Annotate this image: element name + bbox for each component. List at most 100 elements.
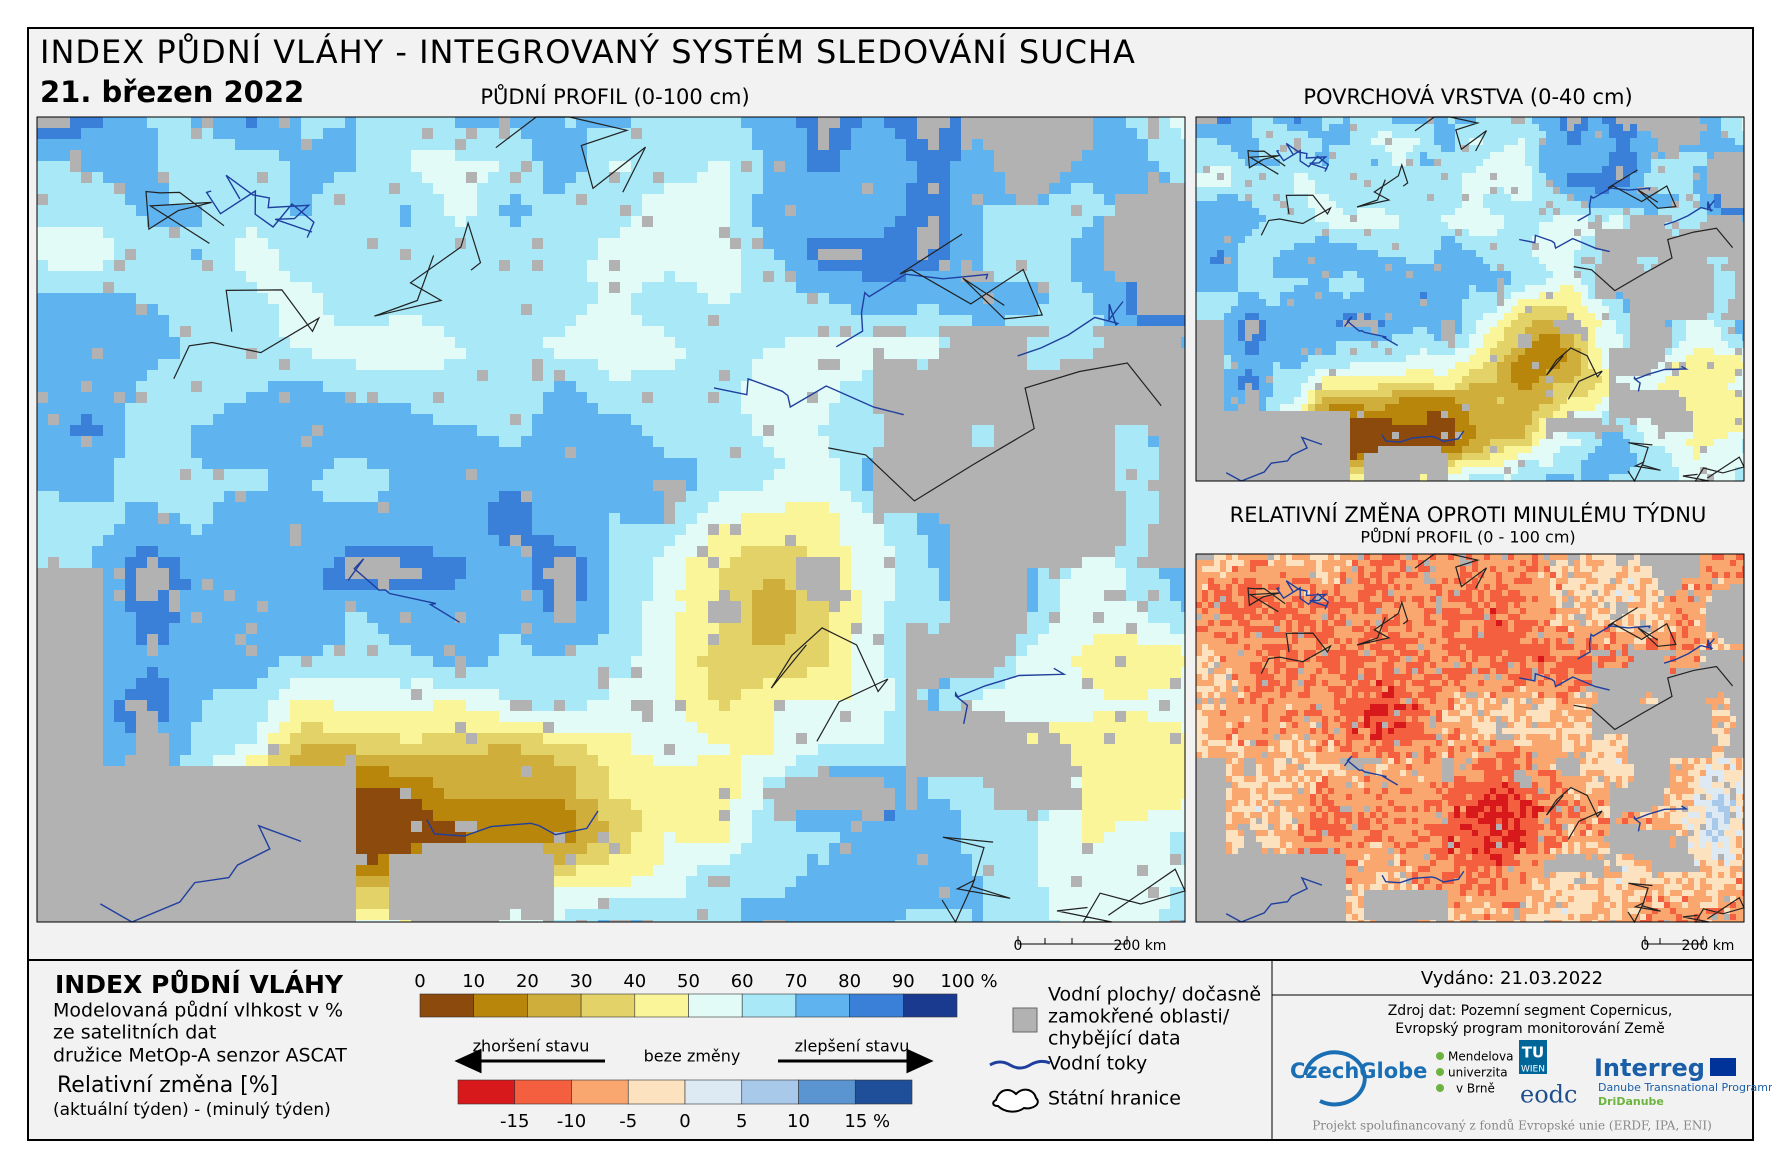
logo: CzechGlobe xyxy=(1290,1059,1427,1083)
map-cells xyxy=(356,788,466,865)
map-title: POVRCHOVÁ VRSTVA (0-40 cm) xyxy=(1303,84,1632,109)
map xyxy=(36,116,1186,924)
legend-text: družice MetOp-A senzor ASCAT xyxy=(53,1045,347,1067)
borders xyxy=(1247,116,1745,483)
tick-label: 50 xyxy=(677,971,700,992)
tick-label: 10 xyxy=(787,1111,810,1132)
legend-text: beze změny xyxy=(644,1047,741,1066)
color-box xyxy=(580,993,636,1018)
border-symbol xyxy=(992,1088,1039,1113)
legend-text: chybějící data xyxy=(1048,1028,1181,1050)
tick-label: 40 xyxy=(623,971,646,992)
map-cells xyxy=(37,117,1185,922)
logo: WIEN xyxy=(1521,1065,1545,1075)
map-cells xyxy=(1196,117,1744,481)
color-box xyxy=(741,1079,799,1105)
logo: DriDanube xyxy=(1598,1095,1664,1108)
scale-label: 200 km xyxy=(1114,938,1167,954)
map-cells xyxy=(246,502,1185,922)
map xyxy=(1195,553,1745,924)
tick-label: 10 xyxy=(462,971,485,992)
rivers xyxy=(1225,142,1715,482)
color-box xyxy=(849,993,904,1018)
tick-label: 20 xyxy=(516,971,539,992)
logo: TU xyxy=(1522,1044,1544,1062)
issued: Vydáno: 21.03.2022 xyxy=(1421,968,1603,989)
date: 21. březen 2022 xyxy=(40,75,304,109)
color-box xyxy=(634,993,689,1018)
legend-text: Vodní toky xyxy=(1048,1053,1147,1075)
legend-text: ze satelitních dat xyxy=(53,1022,216,1044)
map-cells xyxy=(1352,608,1544,866)
source: Zdroj dat: Pozemní segment Copernicus, xyxy=(1388,1003,1673,1019)
logo-shape xyxy=(1710,1058,1736,1076)
scale-bar xyxy=(1017,936,1128,945)
tick-label: -15 xyxy=(500,1111,529,1132)
color-bar: 0 10 20 30 40 50 60 70 80 90 100 % xyxy=(414,971,998,1018)
legend-text: (aktuální týden) - (minulý týden) xyxy=(53,1100,331,1120)
map-border xyxy=(1195,116,1745,482)
borders xyxy=(145,116,1186,924)
logo-shape xyxy=(1436,1068,1444,1076)
color-box xyxy=(684,1079,743,1105)
map-cells xyxy=(356,766,576,876)
funding: Projekt spolufinancovaný z fondů Evropsk… xyxy=(1312,1118,1712,1133)
map-cells xyxy=(1196,554,1744,922)
map-cells xyxy=(1350,411,1455,460)
tick-label: 80 xyxy=(838,971,861,992)
color-box xyxy=(795,993,850,1018)
tick-label: 0 xyxy=(679,1111,690,1132)
scale-label: 0 xyxy=(1014,938,1023,954)
scale-label: 200 km xyxy=(1682,938,1735,954)
color-box xyxy=(457,1079,516,1105)
map-title: RELATIVNÍ ZMĚNA OPROTI MINULÉMU TÝDNU xyxy=(1230,502,1707,527)
logo: Danube Transnational Programme xyxy=(1598,1081,1772,1094)
color-bar: -15 -10 -5 0 5 10 15 % xyxy=(457,1079,913,1132)
source: Evropský program monitorování Země xyxy=(1395,1021,1664,1037)
color-box xyxy=(473,993,528,1018)
logo-shape xyxy=(1303,1050,1367,1107)
color-box xyxy=(627,1079,686,1105)
logo-shape xyxy=(1436,1052,1444,1060)
map-cells xyxy=(1196,117,1744,481)
legend-text: zlepšení stavu xyxy=(795,1037,910,1056)
river-symbol xyxy=(989,1059,1051,1070)
logo: v Brně xyxy=(1456,1082,1495,1096)
color-box xyxy=(571,1079,629,1105)
logo: Mendelova xyxy=(1448,1050,1513,1064)
legend-text: Státní hranice xyxy=(1048,1088,1181,1110)
tick-label: -5 xyxy=(619,1111,637,1132)
color-box xyxy=(854,1079,913,1105)
map-cells xyxy=(1315,320,1581,467)
map-subtitle: PŮDNÍ PROFIL (0 - 100 cm) xyxy=(1360,528,1575,547)
color-box xyxy=(688,993,743,1018)
color-box xyxy=(741,993,797,1018)
map-cells xyxy=(37,117,1185,922)
tick-label: 30 xyxy=(570,971,593,992)
title: INDEX PŮDNÍ VLÁHY - INTEGROVANÝ SYSTÉM S… xyxy=(40,33,1136,71)
map-cells xyxy=(1706,794,1736,842)
water-symbol xyxy=(1012,1007,1038,1033)
rivers xyxy=(1225,580,1715,923)
map-border xyxy=(1195,553,1745,923)
rivers xyxy=(99,174,1124,923)
logo: eodc xyxy=(1520,1081,1577,1109)
map-border xyxy=(36,116,1186,923)
map-cells xyxy=(1210,117,1744,390)
logo: univerzita xyxy=(1448,1066,1508,1080)
logo-shape xyxy=(1519,1040,1547,1074)
tick-label: 100 % xyxy=(940,971,997,992)
tick-label: 90 xyxy=(892,971,915,992)
scale-bar xyxy=(1644,936,1704,945)
tick-label: -10 xyxy=(557,1111,586,1132)
legend-text: Modelovaná půdní vlhkost v % xyxy=(53,1000,343,1022)
legend-text: Relativní změna [%] xyxy=(57,1073,278,1098)
legend-text: Vodní plochy/ dočasně xyxy=(1048,984,1261,1006)
legend-title: INDEX PŮDNÍ VLÁHY xyxy=(55,969,344,999)
color-box xyxy=(514,1079,572,1105)
map xyxy=(1195,116,1745,483)
tick-label: 60 xyxy=(731,971,754,992)
tick-label: 0 xyxy=(414,971,425,992)
tick-label: 5 xyxy=(736,1111,747,1132)
